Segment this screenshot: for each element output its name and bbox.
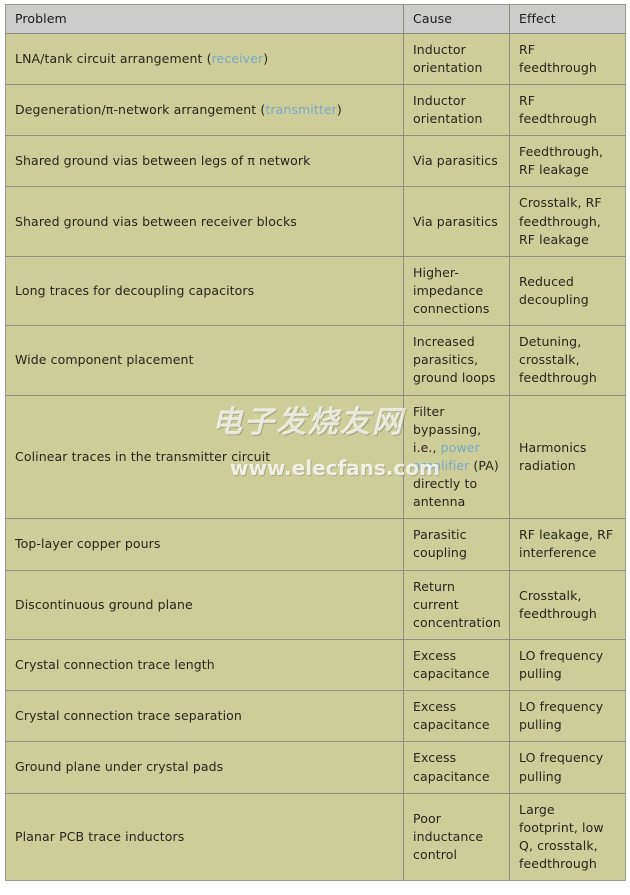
cell-effect: Crosstalk, RF feedthrough, RF leakage	[509, 186, 626, 257]
inline-link-receiver[interactable]: receiver	[211, 50, 264, 66]
cell-cause: Via parasitics	[403, 135, 510, 188]
table-body: LNA/tank circuit arrangement (receiver) I…	[5, 33, 626, 881]
cell-cause: Return current concentration	[403, 570, 510, 640]
table-row: LNA/tank circuit arrangement (receiver) I…	[5, 33, 626, 85]
table-row: Long traces for decoupling capacitors Hig…	[5, 256, 626, 327]
cell-cause: Higher-impedance connections	[403, 256, 510, 327]
cell-effect: LO frequency pulling	[509, 690, 626, 743]
cell-effect: Large footprint, low Q, crosstalk, feedt…	[509, 793, 626, 881]
inline-link-transmitter[interactable]: transmitter	[265, 101, 337, 117]
cell-problem: Colinear traces in the transmitter circu…	[5, 395, 404, 520]
cell-effect: Feedthrough, RF leakage	[509, 135, 626, 188]
cell-cause: Inductor orientation	[403, 84, 510, 137]
cell-cause: Excess capacitance	[403, 741, 510, 794]
table-row: Colinear traces in the transmitter circu…	[5, 395, 626, 520]
cell-problem: Wide component placement	[5, 325, 404, 396]
cell-cause: Excess capacitance	[403, 639, 510, 692]
cell-problem: Top-layer copper pours	[5, 518, 404, 571]
table-row: Top-layer copper pours Parasitic coupling…	[5, 518, 626, 571]
cell-effect: LO frequency pulling	[509, 639, 626, 692]
cell-cause: Filter bypassing, i.e., power amplifier …	[403, 395, 510, 520]
table-row: Shared ground vias between legs of π net…	[5, 135, 626, 188]
table-row: Ground plane under crystal pads Excess ca…	[5, 741, 626, 794]
cell-effect: Crosstalk, feedthrough	[509, 570, 626, 640]
cell-effect: Detuning, crosstalk, feedthrough	[509, 325, 626, 396]
column-header-problem: Problem	[5, 4, 404, 34]
table-row: Shared ground vias between receiver bloc…	[5, 186, 626, 257]
cell-cause: Via parasitics	[403, 186, 510, 257]
table-row: Discontinuous ground plane Return current…	[5, 570, 626, 640]
column-header-cause: Cause	[403, 4, 510, 34]
inline-link-power-amplifier[interactable]: power amplifier	[413, 439, 480, 473]
cell-effect: RF feedthrough	[509, 84, 626, 137]
table-header-row: Problem Cause Effect	[5, 4, 626, 34]
cell-problem: Crystal connection trace length	[5, 639, 404, 692]
cell-problem: Crystal connection trace separation	[5, 690, 404, 743]
cell-effect: Reduced decoupling	[509, 256, 626, 327]
cell-cause: Excess capacitance	[403, 690, 510, 743]
cell-text-suffix: (PA) directly to antenna	[413, 457, 499, 510]
cell-text-prefix: Filter bypassing, i.e.,	[413, 403, 482, 455]
cell-cause: Poor inductance control	[403, 793, 510, 881]
cell-text-prefix: Degeneration/π-network arrangement (	[15, 101, 266, 117]
pcb-problems-table: Problem Cause Effect LNA/tank circuit ar…	[5, 4, 626, 882]
table-row: Crystal connection trace separation Exces…	[5, 690, 626, 743]
cell-effect: Harmonics radiation	[509, 395, 626, 520]
table-header: Problem Cause Effect	[5, 4, 626, 34]
cell-effect: RF feedthrough	[509, 33, 626, 85]
table-row: Crystal connection trace length Excess ca…	[5, 639, 626, 692]
cell-problem: Shared ground vias between receiver bloc…	[5, 186, 404, 257]
cell-cause: Parasitic coupling	[403, 518, 510, 571]
cell-text-suffix: )	[263, 50, 269, 66]
cell-problem: Shared ground vias between legs of π net…	[5, 135, 404, 188]
cell-problem: Degeneration/π-network arrangement (tran…	[5, 84, 404, 137]
cell-cause: Increased parasitics, ground loops	[403, 325, 510, 396]
cell-effect: RF leakage, RF interference	[509, 518, 626, 571]
cell-problem: Planar PCB trace inductors	[5, 793, 404, 881]
table-row: Wide component placement Increased parasi…	[5, 325, 626, 396]
cell-problem: Discontinuous ground plane	[5, 570, 404, 640]
cell-effect: LO frequency pulling	[509, 741, 626, 794]
cell-cause: Inductor orientation	[403, 33, 510, 85]
cell-problem: Ground plane under crystal pads	[5, 741, 404, 794]
column-header-effect: Effect	[509, 4, 626, 34]
cell-text-prefix: LNA/tank circuit arrangement (	[15, 50, 212, 66]
table-row: Degeneration/π-network arrangement (tran…	[5, 84, 626, 137]
cell-problem: Long traces for decoupling capacitors	[5, 256, 404, 327]
cell-problem: LNA/tank circuit arrangement (receiver)	[5, 33, 404, 85]
table-row: Planar PCB trace inductors Poor inductanc…	[5, 793, 626, 881]
cell-text-suffix: )	[336, 101, 342, 117]
